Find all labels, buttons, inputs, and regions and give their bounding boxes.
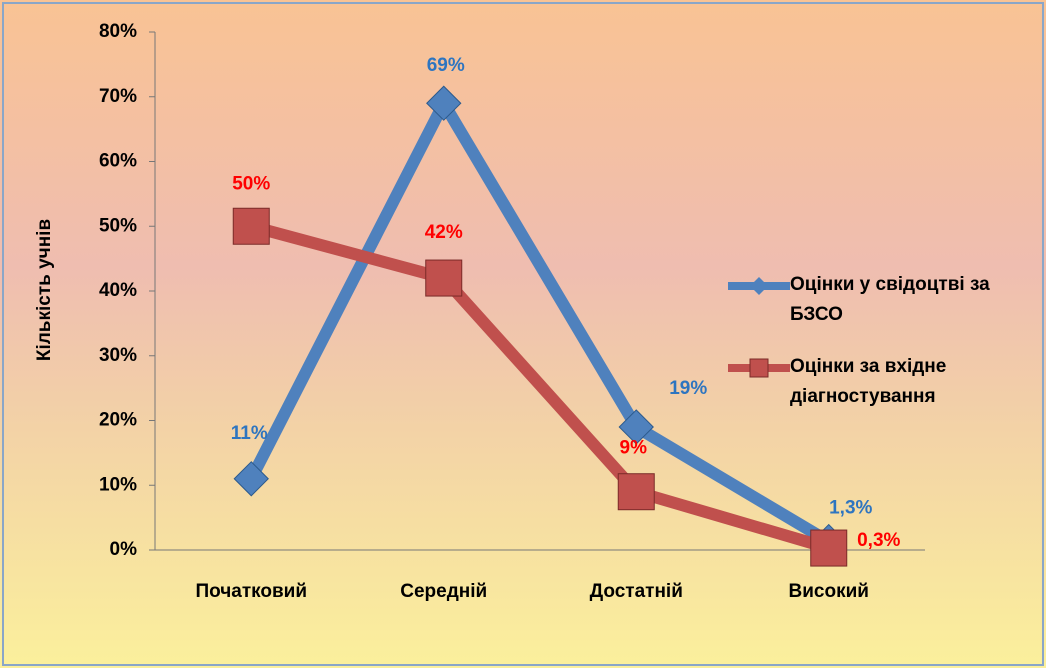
marker <box>232 207 270 245</box>
y-axis-title: Кількість учнів <box>34 219 55 361</box>
marker <box>810 529 848 567</box>
legend-marker <box>750 277 768 295</box>
y-tick-label: 30% <box>99 345 137 366</box>
x-tick-label: Середній <box>400 581 487 602</box>
data-label: 69% <box>427 55 465 76</box>
line <box>245 97 832 547</box>
marker <box>618 409 654 445</box>
data-label: 42% <box>425 222 463 243</box>
y-tick-label: 40% <box>99 280 137 301</box>
marker <box>617 473 655 511</box>
x-tick-label: Достатній <box>590 581 683 602</box>
line <box>249 220 831 554</box>
y-tick-label: 0% <box>110 539 138 560</box>
y-tick-label: 80% <box>99 21 137 42</box>
marker <box>426 85 462 121</box>
legend-marker <box>749 358 769 378</box>
data-label: 9% <box>620 438 648 459</box>
y-tick-label: 10% <box>99 474 137 495</box>
data-label: 50% <box>232 173 270 194</box>
data-label: 0,3% <box>857 530 900 551</box>
data-label: 19% <box>669 378 707 399</box>
legend-label: Оцінки за вхідне діагностування <box>790 356 947 407</box>
x-tick-label: Початковий <box>195 581 307 602</box>
x-tick-label: Високий <box>789 581 869 602</box>
marker <box>233 461 269 497</box>
data-label: 11% <box>231 423 268 444</box>
y-tick-label: 20% <box>99 410 137 431</box>
marker <box>425 259 463 297</box>
legend-label: Оцінки у свідоцтві за БЗСО <box>790 274 990 325</box>
y-tick-label: 70% <box>99 86 137 107</box>
data-label: 1,3% <box>829 498 872 519</box>
y-tick-label: 60% <box>99 151 137 172</box>
y-tick-label: 50% <box>99 215 137 236</box>
